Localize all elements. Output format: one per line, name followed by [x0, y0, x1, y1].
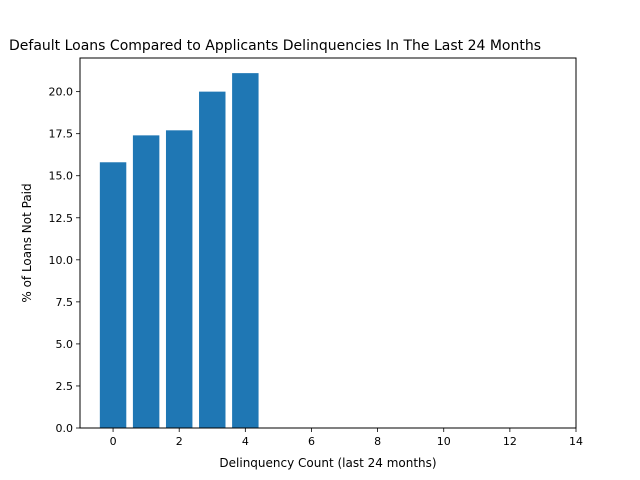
y-tick-label: 0.0 — [56, 422, 74, 435]
x-tick-label: 0 — [110, 435, 117, 448]
x-tick-label: 8 — [374, 435, 381, 448]
y-tick-label: 10.0 — [49, 254, 74, 267]
bar-0 — [99, 162, 127, 429]
x-tick-label: 14 — [569, 435, 583, 448]
x-tick-label: 2 — [176, 435, 183, 448]
y-tick-label: 17.5 — [49, 128, 74, 141]
bar-3 — [199, 91, 226, 429]
bar-2 — [165, 130, 193, 428]
y-axis: 0.0 2.5 5.0 7.5 10.0 12.5 15.0 17.5 20.0 — [49, 86, 80, 435]
bar-1 — [132, 135, 160, 428]
y-tick-label: 15.0 — [49, 170, 74, 183]
y-tick-label: 7.5 — [56, 296, 74, 309]
y-tick-label: 20.0 — [49, 86, 74, 99]
plot-area — [99, 73, 259, 429]
bar-4 — [232, 73, 259, 429]
x-tick-label: 10 — [437, 435, 451, 448]
y-tick-label: 12.5 — [49, 212, 74, 225]
x-axis-label: Delinquency Count (last 24 months) — [219, 456, 436, 470]
x-tick-label: 12 — [503, 435, 517, 448]
chart-title: Default Loans Compared to Applicants Del… — [9, 38, 541, 54]
y-axis-label: % of Loans Not Paid — [20, 183, 34, 302]
x-axis: 0 2 4 6 8 10 12 14 — [110, 428, 583, 448]
x-tick-label: 6 — [308, 435, 315, 448]
x-tick-label: 4 — [242, 435, 249, 448]
y-tick-label: 5.0 — [56, 338, 74, 351]
axes-frame — [79, 57, 577, 429]
y-tick-label: 2.5 — [56, 380, 74, 393]
